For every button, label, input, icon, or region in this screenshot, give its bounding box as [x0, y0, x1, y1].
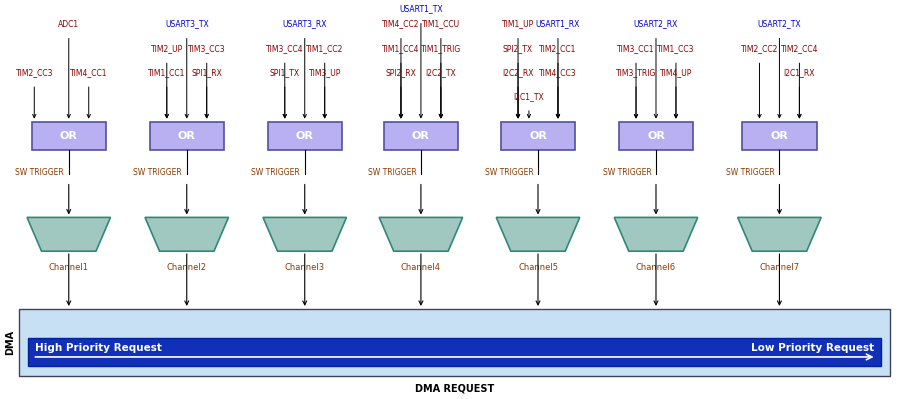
Text: SW TRIGGER: SW TRIGGER [726, 168, 774, 177]
Text: SW TRIGGER: SW TRIGGER [15, 168, 65, 177]
Bar [28, 338, 881, 367]
Text: USART1_RX: USART1_RX [535, 20, 580, 28]
Text: Channel6: Channel6 [636, 263, 676, 272]
Text: TIM3_TRIG: TIM3_TRIG [615, 68, 656, 77]
Text: TIM1_TRIG: TIM1_TRIG [421, 44, 461, 53]
Text: OR: OR [529, 131, 547, 141]
Text: TIM1_CC2: TIM1_CC2 [306, 44, 344, 53]
Text: USART2_RX: USART2_RX [634, 20, 678, 28]
Polygon shape [614, 217, 698, 251]
Bar [743, 122, 816, 150]
Text: OR: OR [178, 131, 195, 141]
Polygon shape [27, 217, 111, 251]
Text: High Priority Request: High Priority Request [35, 343, 162, 353]
Text: DMA REQUEST: DMA REQUEST [415, 383, 494, 393]
Bar [384, 122, 458, 150]
Text: SPI2_TX: SPI2_TX [503, 44, 533, 53]
Text: Channel5: Channel5 [518, 263, 558, 272]
Bar [501, 122, 575, 150]
Text: TIM3_CC4: TIM3_CC4 [266, 44, 304, 53]
Text: TIM2_CC2: TIM2_CC2 [741, 44, 778, 53]
Text: OR: OR [60, 131, 77, 141]
Text: TIM3_CC3: TIM3_CC3 [188, 44, 225, 53]
Text: SPI2_RX: SPI2_RX [385, 68, 416, 77]
Bar [150, 122, 224, 150]
Text: TIM2_CC3: TIM2_CC3 [15, 68, 53, 77]
Text: Low Priority Request: Low Priority Request [751, 343, 874, 353]
Text: SPI1_TX: SPI1_TX [270, 68, 300, 77]
Text: DMA: DMA [5, 330, 15, 355]
Bar [267, 122, 342, 150]
Text: TIM4_CC1: TIM4_CC1 [70, 68, 107, 77]
Text: TIM1_CCU: TIM1_CCU [422, 20, 460, 28]
Text: I2C1_TX: I2C1_TX [514, 92, 544, 101]
Text: OR: OR [771, 131, 788, 141]
Text: USART2_TX: USART2_TX [757, 20, 801, 28]
Text: I2C2_TX: I2C2_TX [425, 68, 456, 77]
Text: TIM1_CC3: TIM1_CC3 [657, 44, 694, 53]
Text: OR: OR [295, 131, 314, 141]
Text: USART3_RX: USART3_RX [283, 20, 327, 28]
Text: TIM2_UP: TIM2_UP [151, 44, 183, 53]
Text: SW TRIGGER: SW TRIGGER [603, 168, 652, 177]
Text: TIM4_UP: TIM4_UP [660, 68, 692, 77]
Text: TIM1_CC1: TIM1_CC1 [148, 68, 185, 77]
Text: Channel1: Channel1 [49, 263, 89, 272]
Text: SW TRIGGER: SW TRIGGER [484, 168, 534, 177]
Text: TIM4_CC3: TIM4_CC3 [539, 68, 577, 77]
Text: TIM1_CC4: TIM1_CC4 [382, 44, 420, 53]
Polygon shape [145, 217, 228, 251]
Text: TIM3_CC1: TIM3_CC1 [617, 44, 654, 53]
Text: Channel4: Channel4 [401, 263, 441, 272]
Text: TIM2_CC4: TIM2_CC4 [781, 44, 818, 53]
Text: TIM4_CC2: TIM4_CC2 [382, 20, 420, 28]
Text: SW TRIGGER: SW TRIGGER [367, 168, 416, 177]
Polygon shape [496, 217, 580, 251]
Text: OR: OR [647, 131, 664, 141]
Text: TIM2_CC1: TIM2_CC1 [539, 44, 576, 53]
Text: ADC1: ADC1 [58, 20, 79, 28]
Text: TIM3_UP: TIM3_UP [308, 68, 341, 77]
Text: SW TRIGGER: SW TRIGGER [252, 168, 300, 177]
Text: Channel7: Channel7 [759, 263, 800, 272]
Text: Channel3: Channel3 [285, 263, 325, 272]
Text: USART3_TX: USART3_TX [165, 20, 209, 28]
Polygon shape [263, 217, 346, 251]
Text: TIM1_UP: TIM1_UP [502, 20, 534, 28]
Text: SW TRIGGER: SW TRIGGER [134, 168, 182, 177]
Polygon shape [738, 217, 821, 251]
Bar [619, 122, 694, 150]
Text: SPI1_RX: SPI1_RX [191, 68, 222, 77]
Text: I2C1_RX: I2C1_RX [784, 68, 815, 77]
Text: I2C2_RX: I2C2_RX [503, 68, 534, 77]
Bar [32, 122, 106, 150]
Text: USART1_TX: USART1_TX [399, 4, 443, 14]
Polygon shape [379, 217, 463, 251]
Text: OR: OR [412, 131, 430, 141]
Bar [19, 309, 890, 376]
Text: Channel2: Channel2 [166, 263, 206, 272]
